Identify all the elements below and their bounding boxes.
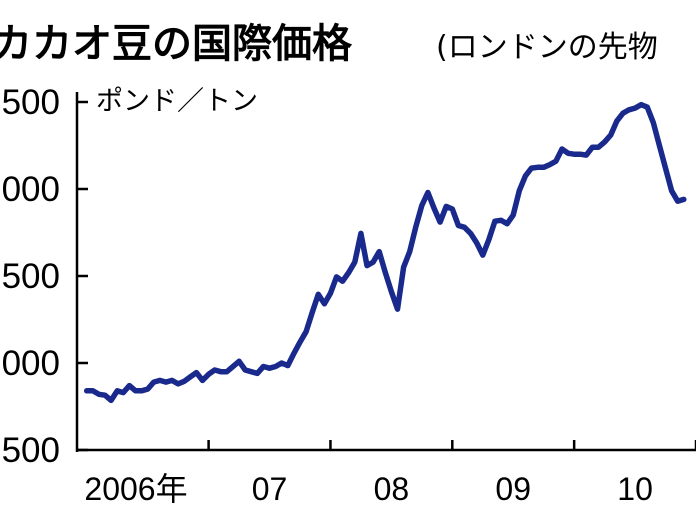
- x-tick-label: 10: [617, 471, 653, 507]
- y-tick-label: 3500: [0, 83, 60, 122]
- y-tick-label: 2500: [0, 257, 60, 296]
- y-tick-label: 1500: [0, 431, 60, 470]
- x-tick-label: 09: [495, 471, 531, 507]
- series-line: [83, 101, 687, 404]
- x-tick-label: 2006年: [84, 471, 187, 507]
- y-tick-label: 3000: [0, 170, 60, 209]
- chart-subtitle: (ロンドンの先物: [436, 30, 658, 65]
- y-axis-unit-label: ポンド／トン: [96, 86, 258, 117]
- y-axis-ticks: 1500 2000 2500 3000 3500: [0, 83, 88, 470]
- x-tick-label: 07: [252, 471, 288, 507]
- chart-title: カカオ豆の国際価格: [0, 21, 353, 67]
- x-tick-label: 08: [374, 471, 410, 507]
- y-tick-label: 2000: [0, 344, 60, 383]
- x-axis-ticks: 2006年070809101: [84, 440, 696, 507]
